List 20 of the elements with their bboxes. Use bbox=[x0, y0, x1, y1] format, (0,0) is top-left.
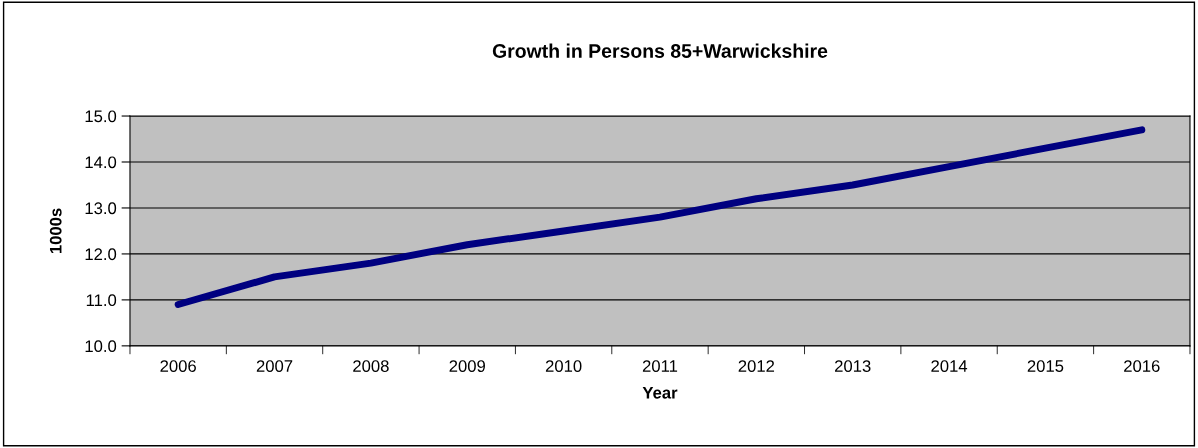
x-tick-label: 2015 bbox=[1027, 360, 1064, 372]
x-tick-label: 2008 bbox=[353, 360, 389, 372]
y-tick-label: 10.0 bbox=[85, 340, 117, 353]
y-tick-label: 15.0 bbox=[85, 110, 117, 123]
y-axis-title: 1000s bbox=[49, 208, 62, 254]
y-tick-label: 14.0 bbox=[85, 156, 117, 169]
x-tick-label: 2016 bbox=[1124, 360, 1160, 372]
x-tick-label: 2010 bbox=[545, 360, 582, 372]
x-tick-label: 2006 bbox=[160, 360, 196, 372]
chart-title: Growth in Persons 85+Warwickshire bbox=[492, 43, 828, 58]
x-tick-label: 2012 bbox=[738, 360, 775, 372]
x-tick-label: 2011 bbox=[642, 360, 678, 372]
x-tick-label: 2009 bbox=[449, 360, 485, 372]
y-tick-label: 12.0 bbox=[85, 248, 117, 261]
x-tick-label: 2007 bbox=[256, 360, 293, 372]
x-tick-label: 2014 bbox=[931, 360, 968, 372]
y-tick-label: 11.0 bbox=[86, 294, 117, 307]
y-tick-label: 13.0 bbox=[85, 202, 117, 215]
x-axis-title: Year bbox=[642, 387, 678, 399]
x-tick-label: 2013 bbox=[835, 360, 871, 372]
